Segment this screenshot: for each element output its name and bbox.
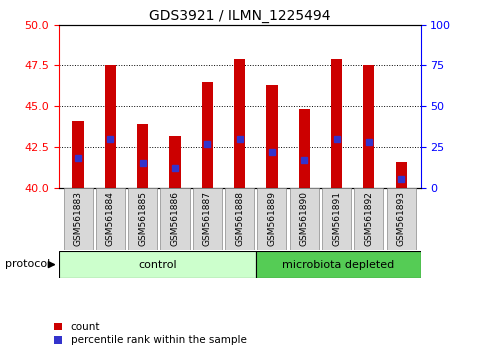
FancyBboxPatch shape — [289, 188, 318, 250]
Text: GSM561889: GSM561889 — [267, 191, 276, 246]
Text: microbiota depleted: microbiota depleted — [282, 259, 393, 270]
FancyBboxPatch shape — [321, 188, 350, 250]
FancyBboxPatch shape — [224, 188, 254, 250]
FancyBboxPatch shape — [63, 188, 92, 250]
Bar — [330, 59, 342, 188]
Text: GSM561890: GSM561890 — [299, 191, 308, 246]
Bar — [395, 161, 406, 188]
Text: GSM561893: GSM561893 — [396, 191, 405, 246]
Bar — [201, 82, 212, 188]
Bar — [298, 109, 309, 188]
Bar — [137, 124, 148, 188]
Text: GSM561886: GSM561886 — [170, 191, 179, 246]
FancyBboxPatch shape — [255, 251, 420, 278]
Text: GSM561888: GSM561888 — [235, 191, 244, 246]
Bar — [233, 59, 245, 188]
FancyBboxPatch shape — [96, 188, 124, 250]
Text: protocol: protocol — [5, 259, 50, 269]
Bar — [266, 85, 277, 188]
Legend: count, percentile rank within the sample: count, percentile rank within the sample — [54, 322, 246, 345]
FancyBboxPatch shape — [386, 188, 415, 250]
Bar — [104, 65, 116, 188]
Text: GSM561892: GSM561892 — [364, 191, 372, 246]
Text: GSM561891: GSM561891 — [331, 191, 340, 246]
FancyBboxPatch shape — [128, 188, 157, 250]
Text: GSM561884: GSM561884 — [106, 191, 115, 246]
Text: GSM561885: GSM561885 — [138, 191, 147, 246]
FancyBboxPatch shape — [257, 188, 286, 250]
Bar — [72, 121, 83, 188]
Bar — [169, 136, 180, 188]
Text: GSM561883: GSM561883 — [73, 191, 82, 246]
Text: GSM561887: GSM561887 — [203, 191, 211, 246]
FancyBboxPatch shape — [160, 188, 189, 250]
FancyBboxPatch shape — [59, 251, 255, 278]
Bar — [363, 65, 374, 188]
FancyBboxPatch shape — [192, 188, 222, 250]
FancyBboxPatch shape — [354, 188, 383, 250]
Text: control: control — [138, 259, 176, 270]
Text: GDS3921 / ILMN_1225494: GDS3921 / ILMN_1225494 — [148, 9, 330, 23]
